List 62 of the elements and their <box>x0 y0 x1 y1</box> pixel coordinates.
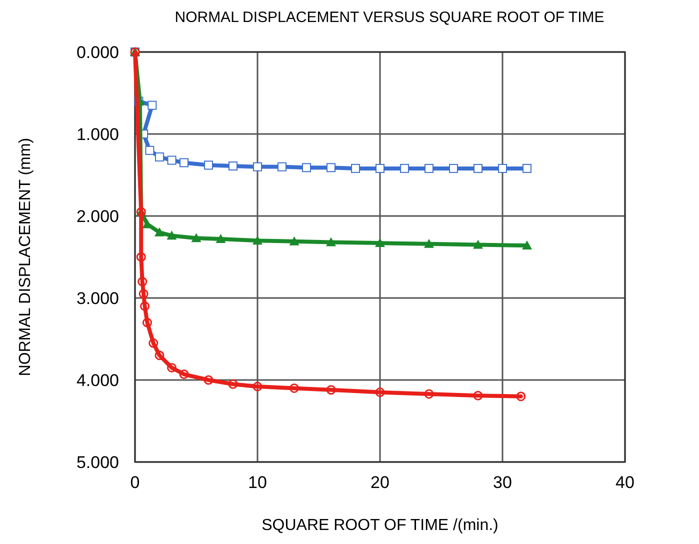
point <box>326 237 336 246</box>
x-tick-label: 10 <box>248 473 267 492</box>
y-tick-label: 3.000 <box>76 289 119 308</box>
point <box>375 238 385 248</box>
point <box>148 338 158 348</box>
point <box>376 164 384 173</box>
x-axis-title: SQUARE ROOT OF TIME /(min.) <box>262 517 498 534</box>
point <box>424 389 434 399</box>
point <box>516 392 526 402</box>
point <box>167 156 176 165</box>
point <box>424 164 434 173</box>
point <box>449 164 458 173</box>
point <box>473 240 483 249</box>
point <box>140 301 150 311</box>
point <box>166 230 177 240</box>
point <box>375 388 385 398</box>
chart-title: NORMAL DISPLACEMENT VERSUS SQUARE ROOT OF TIME <box>174 9 604 26</box>
point <box>154 350 164 360</box>
point <box>326 385 336 395</box>
point <box>474 164 482 173</box>
point <box>278 162 286 172</box>
point <box>179 370 189 380</box>
y-tick-label: 0.000 <box>76 43 119 62</box>
point <box>142 318 152 328</box>
y-tick-label: 5.000 <box>76 453 119 472</box>
point <box>216 234 226 243</box>
point <box>148 100 157 110</box>
point <box>400 164 409 173</box>
point <box>138 289 148 299</box>
point <box>138 276 148 286</box>
y-axis-title: NORMAL DISPLACEMENT (mm) <box>17 138 34 376</box>
point <box>204 375 214 385</box>
point <box>155 152 164 162</box>
point <box>252 236 262 245</box>
x-tick-label: 30 <box>493 473 512 492</box>
point <box>252 382 262 392</box>
point <box>326 163 336 172</box>
point <box>302 163 311 172</box>
point <box>473 390 483 400</box>
point <box>290 383 299 393</box>
y-tick-label: 4.000 <box>76 371 119 390</box>
point <box>136 252 146 262</box>
point <box>253 162 262 172</box>
point <box>522 164 532 173</box>
point <box>424 238 434 248</box>
x-tick-label: 20 <box>370 473 390 492</box>
x-tick-label: 40 <box>616 473 634 492</box>
point <box>154 227 164 236</box>
point <box>228 161 238 170</box>
y-tick-label: 2.000 <box>76 207 119 226</box>
point <box>204 160 213 170</box>
x-tick-label: 0 <box>130 473 140 492</box>
point <box>228 379 238 389</box>
point <box>289 236 300 246</box>
point <box>351 164 360 173</box>
y-tick-label: 1.000 <box>76 125 119 144</box>
point <box>522 240 532 250</box>
point <box>145 146 154 155</box>
point <box>167 362 176 372</box>
point <box>191 233 202 242</box>
point <box>180 158 188 168</box>
point <box>498 164 507 173</box>
